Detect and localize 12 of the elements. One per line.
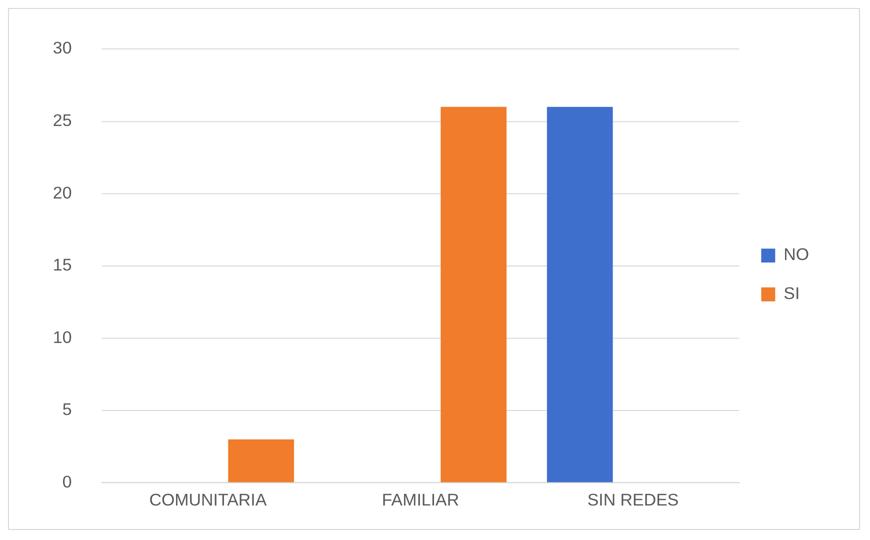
- legend-label: SI: [784, 284, 800, 304]
- x-tick-label: COMUNITARIA: [149, 490, 268, 510]
- y-tick-label: 30: [52, 38, 72, 58]
- x-tick-label: FAMILIAR: [382, 490, 460, 510]
- y-tick-label: 20: [52, 183, 72, 202]
- legend-label: NO: [784, 245, 810, 264]
- y-tick-label: 0: [62, 472, 72, 492]
- y-tick-label: 5: [62, 400, 72, 420]
- y-tick-label: 15: [52, 256, 72, 275]
- y-tick-label: 25: [52, 111, 72, 130]
- y-tick-label: 10: [52, 328, 72, 347]
- x-tick-label: SIN REDES: [587, 490, 679, 510]
